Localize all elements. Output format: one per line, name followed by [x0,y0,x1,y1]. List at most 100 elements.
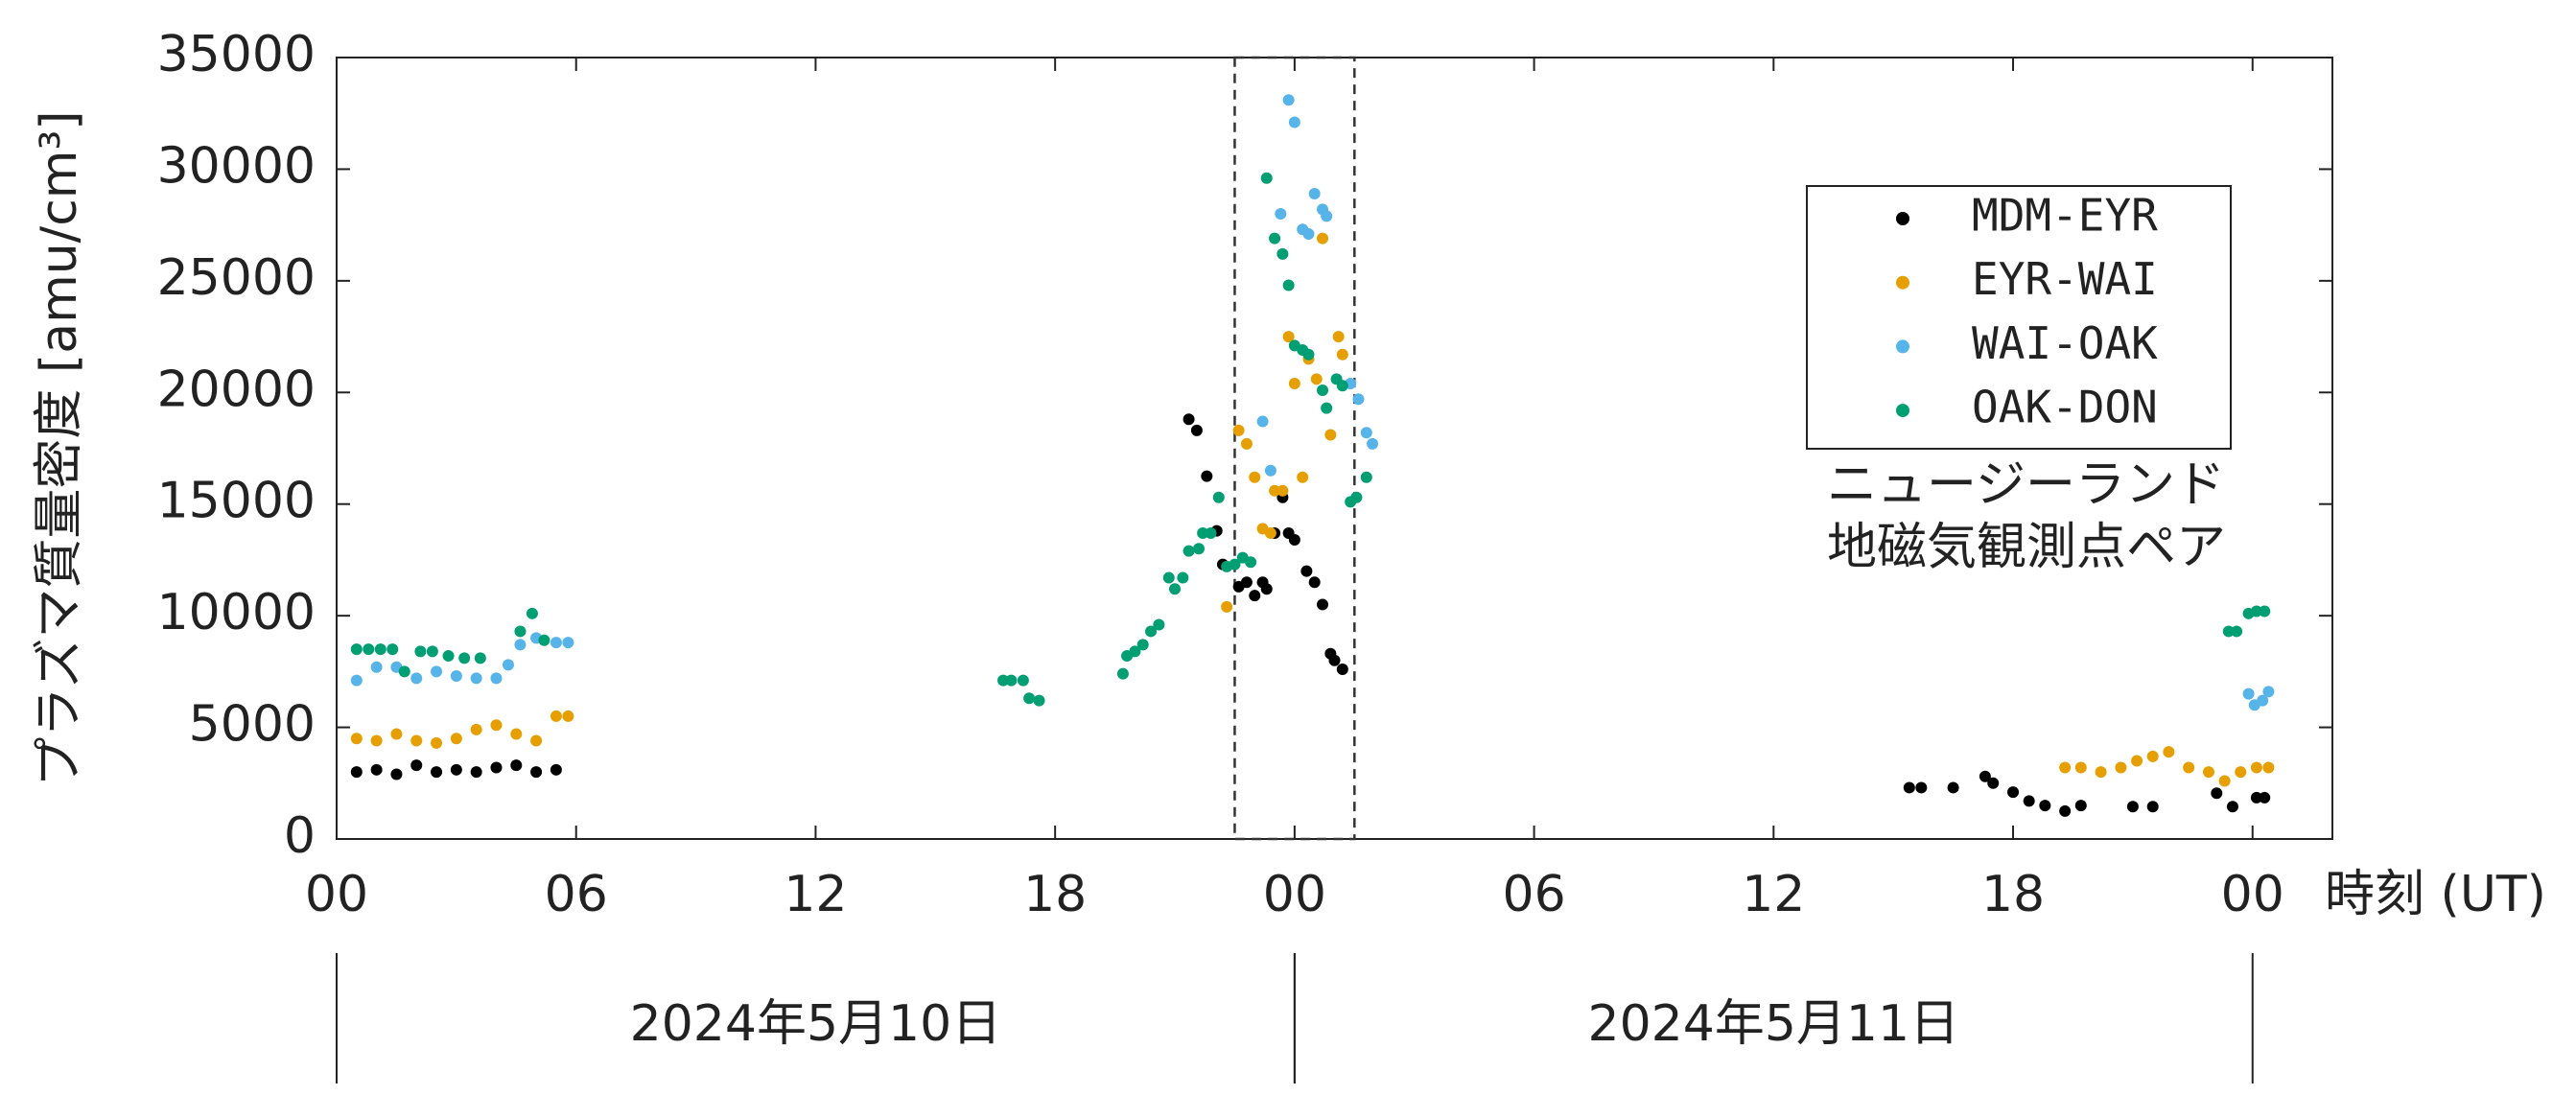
data-point [490,719,503,732]
data-point [470,766,482,779]
data-point [1328,654,1341,666]
data-point [350,733,363,745]
data-point [370,661,383,673]
data-point [390,768,403,780]
legend-label: WAI-OAK [1972,317,2158,369]
y-tick-label: 5000 [189,696,316,754]
data-point [1245,556,1257,569]
data-point [514,639,527,651]
data-point [1317,232,1329,245]
data-point [1221,600,1233,613]
data-point [2126,801,2139,813]
data-point [1336,348,1348,361]
data-point [2259,791,2271,804]
data-point [2146,801,2159,813]
data-point [1282,94,1295,106]
data-point [1169,583,1182,595]
data-point [1324,429,1337,441]
data-point [450,733,462,745]
data-point [1264,464,1276,477]
data-point [1229,558,1241,571]
data-point [510,728,523,740]
data-point [2039,800,2051,812]
x-tick-label: 00 [2221,866,2284,923]
data-point [2095,766,2107,779]
x-tick-label: 00 [1263,866,1326,923]
data-point [2146,750,2159,762]
x-axis-label: 時刻 (UT) [2325,866,2546,923]
data-point [1129,645,1141,658]
day-label: 2024年5月10日 [630,995,1002,1053]
data-point [1177,571,1189,584]
data-point [562,637,574,649]
data-point [1260,583,1273,595]
data-point [514,625,527,638]
data-point [538,634,550,646]
data-point [1360,427,1372,439]
data-point [1276,247,1289,260]
data-point [1017,674,1029,687]
annotation: ニュージーランド [1827,456,2225,514]
data-point [1915,781,1928,794]
data-point [562,710,574,722]
y-tick-label: 20000 [157,361,316,418]
data-point [550,637,562,649]
data-point [1282,279,1295,291]
data-point [442,650,455,663]
y-axis-label: プラズマ質量密度 [amu/cm³] [31,110,88,786]
highlight-box [1233,56,1356,841]
data-point [414,645,427,658]
data-point [431,736,443,749]
data-point [474,652,486,664]
data-point [502,659,514,671]
data-point [1288,533,1300,546]
x-tick-label: 06 [1503,866,1566,923]
data-point [1300,565,1313,577]
data-point [1367,437,1379,450]
data-point [1183,413,1195,426]
data-point [450,670,462,683]
data-point [1308,576,1321,589]
data-point [1332,331,1345,343]
data-point [1350,491,1363,503]
data-point [2023,795,2035,807]
y-tick-label: 15000 [157,473,316,530]
data-point [2235,766,2247,779]
data-point [470,723,482,735]
data-point [1297,471,1309,483]
legend-marker [1896,212,1909,225]
legend-label: EYR-WAI [1972,253,2158,305]
data-point [1162,571,1175,584]
data-point [1302,348,1315,361]
data-point [530,766,543,779]
data-point [1005,674,1018,687]
data-point [2250,761,2262,774]
data-point [1302,227,1315,240]
data-point [1249,471,1261,483]
data-point [2163,746,2175,758]
x-tick-label: 00 [305,866,368,923]
x-tick-label: 12 [784,866,847,923]
data-point [390,728,403,740]
x-tick-label: 18 [1023,866,1087,923]
data-point [2202,766,2214,779]
data-point [1308,188,1321,200]
legend-box [1806,185,2232,450]
data-point [1260,172,1273,184]
data-point [1269,232,1281,245]
data-point [1256,415,1269,428]
legend-marker [1896,275,1909,290]
data-point [1275,208,1287,220]
data-point [374,643,386,656]
data-point [398,665,410,678]
data-point [510,759,523,772]
data-point [1352,393,1365,406]
data-point [1947,781,1959,794]
day-label: 2024年5月11日 [1588,995,1960,1053]
data-point [2059,761,2072,774]
data-point [1903,781,1915,794]
data-point [1023,692,1036,705]
data-point [2222,625,2235,638]
data-point [2074,761,2087,774]
